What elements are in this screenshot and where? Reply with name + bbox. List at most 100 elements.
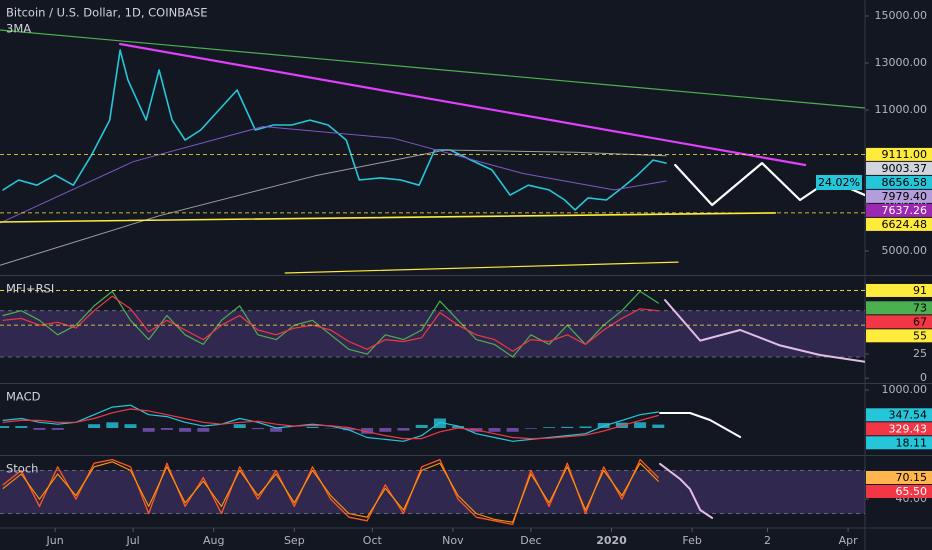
histogram-bar	[88, 424, 101, 428]
histogram-bar	[652, 424, 665, 428]
pane	[0, 29, 865, 274]
price-label-box	[866, 315, 932, 329]
histogram-bar	[524, 427, 537, 429]
price-label-box	[866, 147, 932, 161]
histogram-bar	[233, 424, 246, 428]
price-label-box	[866, 161, 932, 175]
price-label-box	[866, 408, 932, 422]
y-tick-label: 0	[920, 371, 927, 384]
pane	[0, 290, 865, 363]
y-tick-label: 13000.00	[875, 56, 928, 69]
x-tick-label: Nov	[442, 534, 464, 547]
pane-title: Bitcoin / U.S. Dollar, 1D, COINBASE	[6, 6, 208, 20]
series-line	[0, 126, 667, 224]
pane-title: MACD	[6, 390, 41, 404]
series-line	[2, 290, 659, 358]
price-label: 6624.48	[882, 218, 928, 231]
series-line	[664, 299, 865, 363]
band	[0, 310, 865, 357]
price-label: 7637.26	[882, 204, 928, 217]
price-label-box	[866, 422, 932, 436]
histogram-bar	[306, 426, 319, 428]
price-label: 347.54	[889, 408, 928, 421]
annotation-box	[816, 175, 862, 190]
x-tick-label: Jun	[46, 534, 64, 547]
histogram-bar	[142, 427, 155, 432]
price-label: 7979.40	[882, 190, 928, 203]
series-line	[0, 149, 667, 266]
series-line	[2, 458, 659, 526]
series-line	[0, 212, 777, 223]
histogram-bar	[379, 427, 392, 432]
price-label-box	[866, 217, 932, 231]
x-tick-label: Aug	[203, 534, 224, 547]
price-label: 9003.37	[882, 162, 928, 175]
y-tick-label: 11000.00	[875, 103, 928, 116]
x-tick-label: 2020	[596, 534, 627, 547]
histogram-bar	[51, 427, 64, 430]
price-label: 91	[913, 284, 927, 297]
price-label: 329.43	[889, 422, 928, 435]
histogram-bar	[179, 427, 192, 432]
histogram-bar	[506, 427, 519, 432]
series-line	[659, 412, 742, 438]
price-label-box	[866, 329, 932, 343]
histogram-bar	[488, 427, 501, 432]
histogram-bar	[160, 427, 173, 430]
series-line	[2, 49, 667, 211]
price-label-box	[866, 175, 932, 189]
x-tick-label: Dec	[520, 534, 541, 547]
x-tick-label: Apr	[839, 534, 859, 547]
price-label: 9111.00	[882, 148, 928, 161]
histogram-bar	[124, 424, 137, 428]
histogram-bar	[415, 424, 428, 428]
band	[0, 470, 865, 514]
price-label: 55	[913, 329, 927, 342]
series-line	[119, 42, 807, 167]
price-label-box	[866, 484, 932, 498]
histogram-bar	[0, 426, 10, 428]
price-label-box	[866, 436, 932, 450]
histogram-bar	[106, 422, 119, 428]
histogram-bar	[361, 427, 374, 434]
histogram-bar	[433, 418, 446, 428]
histogram-bar	[634, 422, 647, 428]
price-label-box	[866, 283, 932, 297]
y-tick-label: 25	[913, 347, 927, 360]
x-tick-label: Feb	[682, 534, 701, 547]
x-tick-label: Jul	[125, 534, 139, 547]
histogram-bar	[543, 427, 556, 428]
y-tick-label: 5000.00	[882, 244, 928, 257]
y-tick-label: 15000.00	[875, 9, 928, 22]
series-line	[0, 29, 865, 109]
price-label-box	[866, 203, 932, 217]
price-label: 65.50	[896, 485, 928, 498]
pane-title: Stoch	[6, 462, 38, 476]
series-line	[2, 408, 659, 440]
price-label: 73	[913, 301, 927, 314]
x-tick-label: 2	[764, 534, 771, 547]
histogram-bar	[342, 427, 355, 431]
series-line	[2, 461, 659, 523]
x-tick-label: Sep	[284, 534, 305, 547]
histogram-bar	[397, 427, 410, 431]
series-line	[659, 462, 714, 519]
histogram-bar	[452, 426, 465, 428]
histogram-bar	[561, 426, 574, 428]
histogram-bar	[270, 427, 283, 432]
histogram-bar	[15, 426, 28, 428]
histogram-bar	[33, 427, 46, 430]
price-label: 8656.58	[882, 176, 928, 189]
series-line	[284, 261, 679, 274]
pane-title: MFI+RSI	[6, 282, 54, 296]
pane	[0, 404, 742, 442]
histogram-bar	[197, 427, 210, 432]
histogram-bar	[251, 427, 264, 430]
price-label-box	[866, 301, 932, 315]
y-tick-label: 1000.00	[882, 383, 928, 396]
series-line	[2, 295, 659, 352]
price-label-box	[866, 470, 932, 484]
x-tick-label: Oct	[363, 534, 383, 547]
